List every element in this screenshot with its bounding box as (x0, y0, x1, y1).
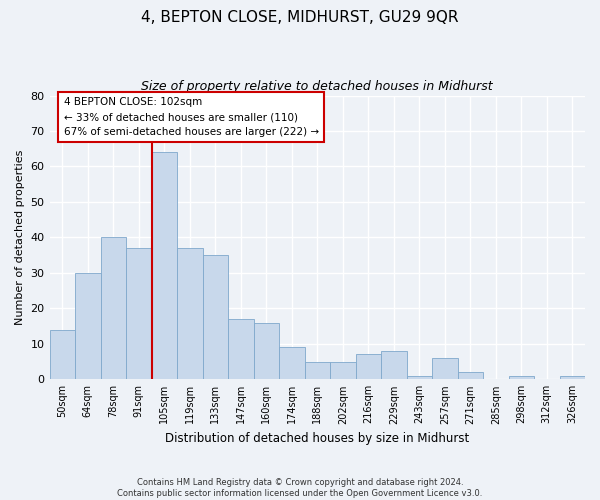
Bar (203, 255, 228, 380)
Bar (254, 322, 279, 380)
Y-axis label: Number of detached properties: Number of detached properties (15, 150, 25, 325)
Bar (177, 248, 203, 380)
Title: Size of property relative to detached houses in Midhurst: Size of property relative to detached ho… (142, 80, 493, 93)
Bar (305, 362, 330, 380)
Text: Contains HM Land Registry data © Crown copyright and database right 2024.
Contai: Contains HM Land Registry data © Crown c… (118, 478, 482, 498)
Bar (458, 372, 483, 380)
Bar (101, 238, 126, 380)
Bar (356, 354, 381, 380)
Bar (381, 351, 407, 380)
Bar (432, 358, 458, 380)
Bar (560, 376, 585, 380)
Bar (228, 319, 254, 380)
Bar (50, 330, 75, 380)
Bar (75, 273, 101, 380)
Bar (279, 348, 305, 380)
X-axis label: Distribution of detached houses by size in Midhurst: Distribution of detached houses by size … (165, 432, 469, 445)
Bar (407, 376, 432, 380)
Text: 4, BEPTON CLOSE, MIDHURST, GU29 9QR: 4, BEPTON CLOSE, MIDHURST, GU29 9QR (141, 10, 459, 25)
Bar (509, 376, 534, 380)
Bar (330, 362, 356, 380)
Bar (152, 152, 177, 380)
Bar (126, 248, 152, 380)
Text: 4 BEPTON CLOSE: 102sqm
← 33% of detached houses are smaller (110)
67% of semi-de: 4 BEPTON CLOSE: 102sqm ← 33% of detached… (64, 98, 319, 137)
